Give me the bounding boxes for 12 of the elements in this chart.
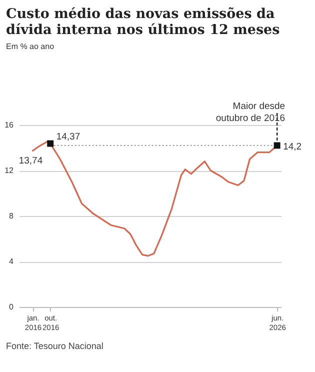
y-tick-label: 12 <box>4 166 14 175</box>
y-tick-label: 0 <box>9 302 14 312</box>
ref-line-label: Maior desde outubro de 2016 <box>216 101 286 124</box>
y-tick-label: 16 <box>4 120 14 130</box>
chart-title: Custo médio das novas emissões da dívida interna nos últimos 12 meses <box>5 5 281 38</box>
annotation: 13,74 <box>18 156 43 167</box>
y-tick-label: 8 <box>9 212 14 220</box>
source-note: Fonte: Tesouro Nacional <box>5 341 104 351</box>
y-tick-label: 4 <box>9 257 14 266</box>
chart-subtitle: Em % ao ano <box>5 41 56 51</box>
annotation: 14,37 <box>56 132 80 143</box>
annotation: 14,2 <box>283 141 302 152</box>
